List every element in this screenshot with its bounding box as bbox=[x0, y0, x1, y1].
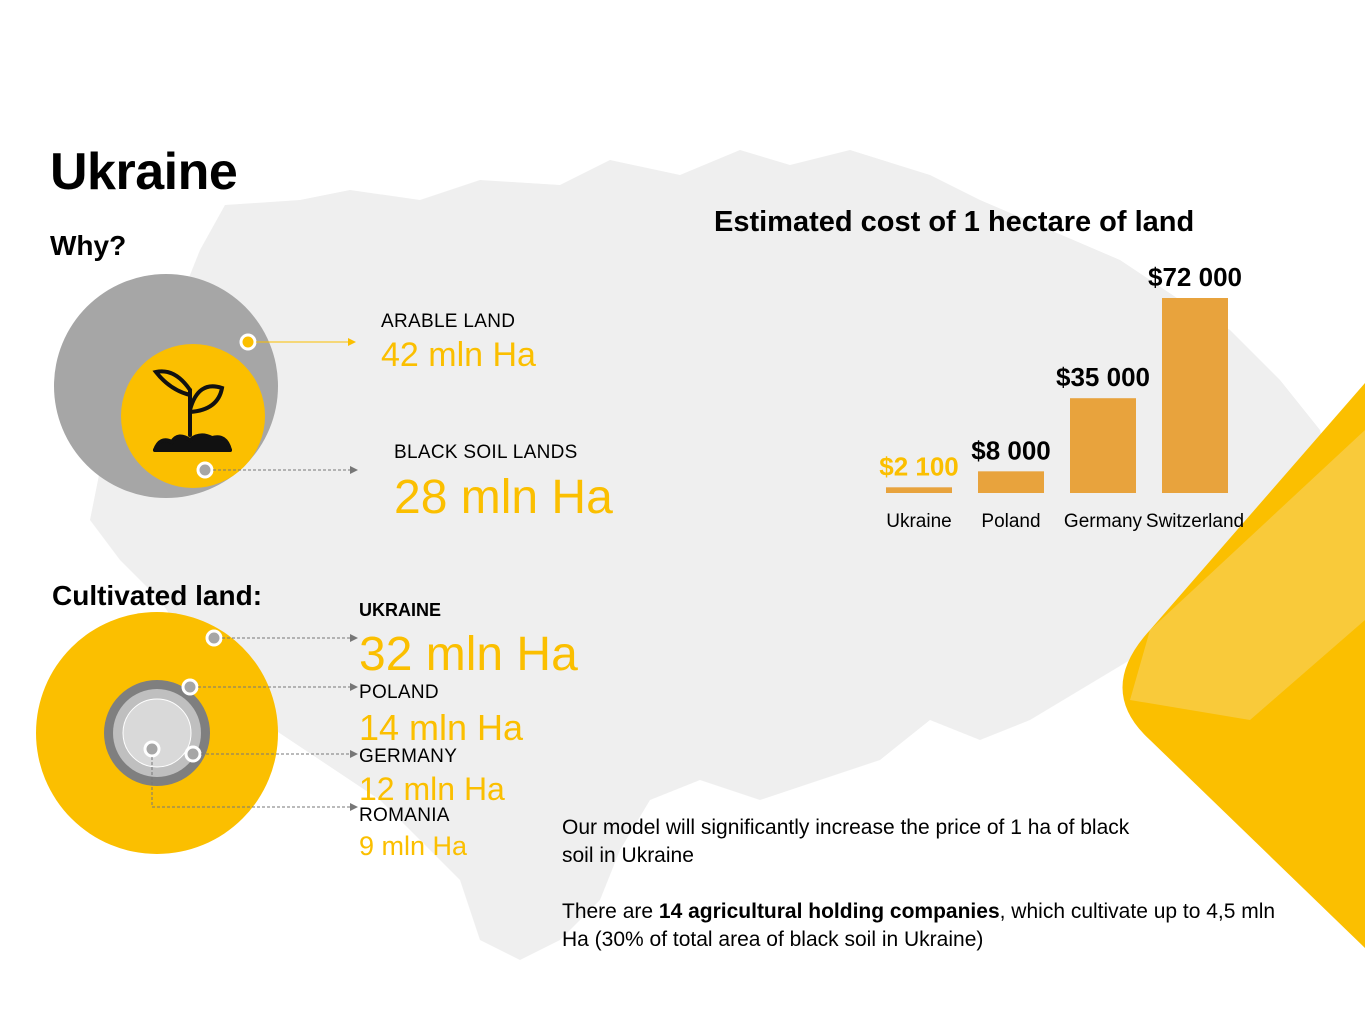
black-soil-marker bbox=[196, 461, 214, 479]
ukraine-map-silhouette bbox=[90, 150, 1340, 960]
model-paragraph: Our model will significantly increase th… bbox=[562, 816, 1130, 867]
sprout-icon bbox=[152, 369, 232, 452]
germany-marker bbox=[184, 745, 202, 763]
black-soil-value: 28 mln Ha bbox=[394, 471, 613, 524]
arable-label: ARABLE LAND bbox=[381, 311, 516, 332]
romania-marker bbox=[143, 740, 161, 758]
tick-label-germany: Germany bbox=[1064, 511, 1143, 532]
poland-marker bbox=[181, 678, 199, 696]
cost-bar-chart: $2 100 Ukraine $8 000 Poland $35 000 Germany $… bbox=[879, 262, 1244, 532]
black-soil-label: BLACK SOIL LANDS bbox=[394, 442, 578, 463]
bar-poland bbox=[978, 471, 1044, 493]
chart-title: Estimated cost of 1 hectare of land bbox=[714, 206, 1195, 238]
ukraine-marker bbox=[205, 629, 223, 647]
tick-label-ukraine: Ukraine bbox=[886, 511, 951, 532]
holdings-prefix: There are bbox=[562, 900, 659, 923]
page-title: Ukraine bbox=[50, 143, 238, 201]
holdings-paragraph: There are 14 agricultural holding compan… bbox=[562, 898, 1282, 954]
data-label-poland: $8 000 bbox=[971, 435, 1051, 465]
cultivated-ukraine-label: UKRAINE bbox=[359, 600, 442, 620]
tick-label-switzerland: Switzerland bbox=[1146, 511, 1244, 532]
arable-value: 42 mln Ha bbox=[381, 336, 536, 374]
data-label-switzerland: $72 000 bbox=[1148, 262, 1242, 292]
cultivated-romania-label: ROMANIA bbox=[359, 805, 450, 826]
black-soil-circle bbox=[121, 344, 265, 488]
data-label-ukraine: $2 100 bbox=[879, 451, 959, 481]
cultivated-heading: Cultivated land: bbox=[52, 580, 263, 611]
holdings-bold: 14 agricultural holding companies bbox=[658, 900, 1000, 923]
romania-circle bbox=[122, 698, 192, 768]
cultivated-circles bbox=[36, 612, 358, 854]
cultivated-romania-value: 9 mln Ha bbox=[359, 831, 468, 861]
data-label-germany: $35 000 bbox=[1056, 362, 1150, 392]
bar-ukraine bbox=[886, 487, 952, 493]
cultivated-poland-label: POLAND bbox=[359, 682, 439, 703]
cultivated-poland-value: 14 mln Ha bbox=[359, 707, 524, 748]
cultivated-germany-value: 12 mln Ha bbox=[359, 771, 505, 807]
why-heading: Why? bbox=[50, 230, 127, 261]
bar-germany bbox=[1070, 398, 1136, 493]
bar-switzerland bbox=[1162, 298, 1228, 493]
cultivated-ukraine-value: 32 mln Ha bbox=[359, 628, 578, 681]
cultivated-germany-label: GERMANY bbox=[359, 746, 458, 767]
why-circles bbox=[54, 274, 358, 498]
arable-marker bbox=[239, 333, 257, 351]
holdings-suffix: , which cultivate up to 4,5 mln Ha (30% … bbox=[562, 900, 1276, 951]
tick-label-poland: Poland bbox=[981, 511, 1040, 532]
accent-triangle-overlay bbox=[1130, 430, 1365, 720]
